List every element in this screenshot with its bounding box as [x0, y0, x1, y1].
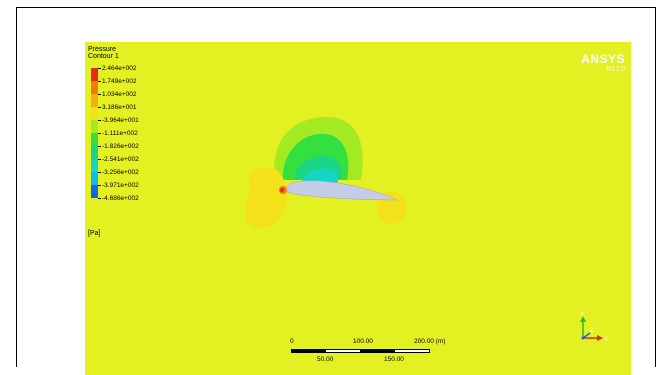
legend-segment: [91, 81, 98, 94]
legend-segment: [91, 107, 98, 120]
legend-level-label: 3.186e+001: [102, 104, 137, 111]
triad-z-label: Z: [590, 328, 594, 334]
legend-unit: [Pa]: [88, 230, 101, 237]
legend-level-label: -2.541e+002: [102, 156, 139, 163]
axis-triad-icon[interactable]: Y X Z: [569, 310, 609, 350]
legend-title-line2: Contour 1: [88, 53, 119, 60]
legend-tick: [98, 146, 101, 147]
legend-tick: [98, 120, 101, 121]
legend-segment: [91, 68, 98, 81]
legend-level-label: 2.464e+002: [102, 65, 137, 72]
scale-label-50: 50.00: [317, 356, 334, 363]
graphics-window: Pressure Contour 1 2.464e+002 1.749e+002: [16, 7, 656, 375]
ansys-version: R17.0: [606, 66, 625, 73]
legend-tick: [98, 94, 101, 95]
legend-segment: [91, 185, 98, 198]
legend-segment: [91, 172, 98, 185]
legend-level-label: -3.256e+002: [102, 169, 139, 176]
scale-label-100: 100.00: [353, 338, 373, 345]
legend-tick: [98, 159, 101, 160]
scale-label-0: 0: [290, 338, 294, 345]
contour-viewport[interactable]: Pressure Contour 1 2.464e+002 1.749e+002: [85, 42, 631, 375]
pressure-contour-plot: [245, 116, 407, 228]
triad-y-label: Y: [580, 312, 584, 318]
legend-tick: [98, 107, 101, 108]
ansys-logo: ANSYS: [581, 52, 625, 66]
legend-title-line1: Pressure: [88, 46, 117, 53]
scale-segment: [291, 349, 326, 353]
legend-tick: [98, 172, 101, 173]
scale-segment: [325, 349, 361, 353]
legend-level-label: -1.826e+002: [102, 143, 139, 150]
legend-segment: [91, 120, 98, 133]
legend-tick: [98, 68, 101, 69]
legend-tick: [98, 133, 101, 134]
legend-segment: [91, 146, 98, 159]
legend-tick: [98, 81, 101, 82]
scale-label-200: 200.00 (m): [414, 338, 446, 345]
legend-tick: [98, 198, 101, 199]
legend-segment: [91, 159, 98, 172]
legend-color-bar: [91, 68, 98, 198]
legend-level-label: -3.964e+001: [102, 117, 139, 124]
legend-tick: [98, 185, 101, 186]
triad-x-label: X: [604, 337, 608, 343]
scale-segment: [394, 349, 430, 353]
legend-level-label: 1.034e+002: [102, 91, 137, 98]
legend-title: Pressure Contour 1: [88, 46, 119, 60]
legend-level-label: 1.749e+002: [102, 78, 137, 85]
scale-label-150: 150.00: [384, 356, 404, 363]
airfoil-body: [284, 180, 398, 201]
legend-level-label: -3.971e+002: [102, 182, 139, 189]
high-pressure-zone-leading: [245, 167, 288, 228]
scale-segment: [360, 349, 395, 353]
legend-segment: [91, 94, 98, 107]
legend-level-label: -4.686e+002: [102, 195, 139, 202]
legend-segment: [91, 133, 98, 146]
low-pressure-zone-core: [301, 168, 339, 184]
legend-level-label: -1.111e+002: [102, 130, 138, 137]
